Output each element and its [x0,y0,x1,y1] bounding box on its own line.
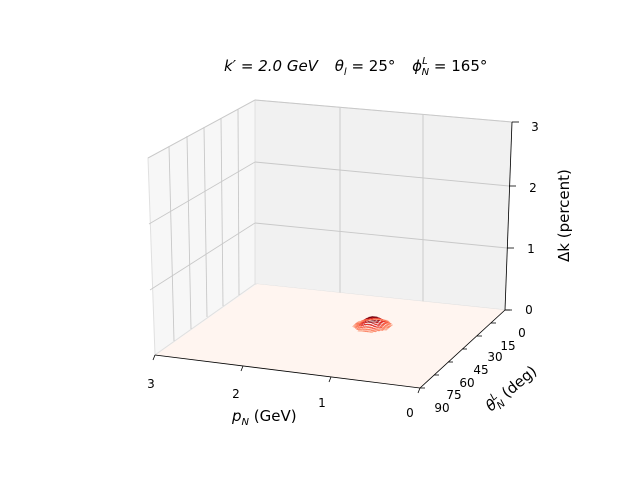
back-pane [254,99,513,311]
surface-patch [377,323,382,325]
x-axis-label: pN (GeV) [231,407,297,428]
surface-patch [383,328,388,331]
surface-patch [352,325,357,327]
title-phi: ϕ [412,57,422,75]
y-axis-label: θLN (deg) [481,361,542,417]
title-phi-sub: N [422,67,430,78]
surface-patch [372,320,377,322]
surface-patch [371,322,376,324]
z-axis-label: Δk (percent) [555,169,573,262]
surface-patch [370,324,375,327]
surface-patch [381,327,386,330]
z-tick-label: 2 [529,181,537,195]
y-tick-label: 45 [473,363,488,377]
surface-patch [370,329,375,332]
y-tick-label: 90 [434,401,449,415]
y-tick-label: 0 [518,326,526,340]
surface-patch [368,329,373,331]
surface-patch [378,326,383,329]
z-tick-label: 0 [525,303,533,317]
title-theta-l-val: = 25° [347,57,396,75]
title-theta-l-sub: l [344,67,347,78]
x-tick-label: 0 [406,406,414,420]
surface-patch [354,327,359,329]
surface-patch [383,325,388,328]
title-k: k′ = 2.0 GeV [224,57,320,75]
surface-patch [356,328,361,331]
surface-patch [357,330,362,332]
y-tick-label: 75 [446,388,461,402]
surface-patch [375,327,380,329]
surface-patch [371,327,376,330]
title-phi-val: = 165° [429,57,487,75]
surface-patch [380,323,386,326]
title-phi-sup: L [422,56,428,67]
x-tick-label: 1 [318,396,326,410]
y-tick-label: 30 [487,350,502,364]
surface-patch [369,327,374,329]
z-tick-label: 3 [531,120,539,134]
surface-base [156,284,505,388]
surface-patch [384,327,389,330]
surface-patch [374,328,379,331]
surface-patch [369,331,374,333]
y-tick-label: 15 [500,339,515,353]
chart-title: k′ = 2.0 GeV θl = 25° ϕL N = 165° [224,56,487,78]
title-theta-l: θ [335,57,344,75]
surface-patch [379,325,385,327]
grid-lines [147,99,513,342]
z-axis-line [504,121,513,311]
surface-patch [373,323,379,326]
z-axis-ticks [505,121,519,311]
surface-patch [376,320,381,322]
surface-patch [376,329,381,332]
x-tick-label: 2 [232,387,240,401]
y-tick-label: 60 [459,376,474,390]
x-axis-line [154,354,421,389]
surface-peak [352,316,394,333]
surface-patch [382,326,387,329]
x-tick-label: 3 [147,377,155,391]
surface-patch [373,330,378,333]
z-tick-label: 1 [527,242,535,256]
surface-patch [353,324,358,326]
surface-patch [372,325,377,328]
x-axis-ticks [152,354,421,394]
surface-patch [378,322,383,324]
